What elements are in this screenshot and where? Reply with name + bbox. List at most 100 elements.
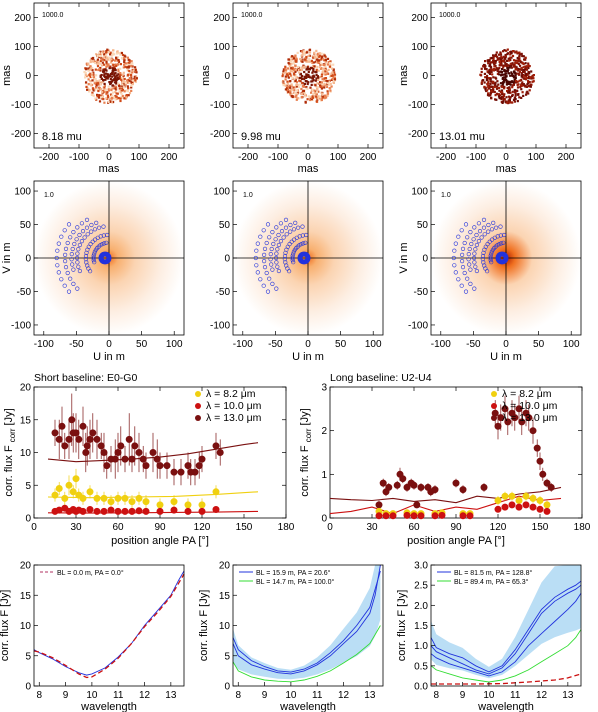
disc-pixel — [133, 70, 137, 73]
data-point — [170, 498, 178, 506]
y-tick-label: -100 — [11, 100, 31, 111]
x-tick-label: 13 — [562, 690, 574, 701]
y-tick-label: -200 — [408, 129, 428, 140]
x-tick-label: 0 — [305, 152, 311, 163]
disc-pixel — [315, 49, 318, 52]
disc-pixel — [121, 53, 125, 57]
data-point — [417, 512, 425, 520]
uv-point — [59, 234, 64, 239]
uv-point — [474, 268, 480, 274]
disc-pixel — [119, 97, 122, 100]
disc-pixel — [525, 76, 528, 80]
disc-pixel — [123, 77, 126, 81]
data-point — [403, 511, 411, 519]
uv-point — [463, 289, 469, 294]
disc-pixel — [121, 96, 125, 99]
disc-pixel — [509, 91, 512, 94]
x-tick-label: -100 — [466, 152, 486, 163]
disc-pixel — [284, 78, 287, 81]
disc-pixel — [91, 87, 95, 90]
data-point — [131, 442, 139, 450]
data-point — [55, 435, 63, 443]
disc-pixel — [311, 77, 314, 80]
y-tick-label: 100 — [14, 187, 31, 198]
disc-pixel — [119, 53, 122, 56]
disc-pixel — [96, 93, 99, 96]
uv-point — [288, 229, 293, 234]
disc-pixel — [494, 53, 498, 56]
disc-pixel — [315, 68, 318, 71]
disc-pixel — [504, 78, 507, 81]
uv-point — [69, 257, 74, 262]
disc-pixel — [496, 72, 499, 75]
data-point — [508, 492, 516, 500]
uv-point — [488, 255, 493, 261]
y-tick-label: 10 — [219, 621, 231, 632]
disc-pixel — [106, 94, 109, 97]
legend-label: λ = 10.0 μm — [502, 400, 558, 412]
disc-pixel — [311, 80, 314, 83]
y-axis-label: corr. flux F corr [Jy] — [299, 408, 313, 496]
disc-pixel — [505, 96, 508, 99]
disc-pixel — [288, 63, 291, 66]
x-tick-label: -100 — [431, 339, 451, 350]
disc-pixel — [133, 77, 136, 80]
uv-point — [84, 225, 90, 230]
disc-pixel — [301, 74, 304, 78]
disc-pixel — [298, 79, 301, 82]
y-axis-label: mas — [398, 65, 410, 86]
uv-point — [101, 224, 106, 229]
disc-pixel — [505, 72, 508, 75]
disc-pixel — [508, 91, 511, 94]
disc-pixel — [511, 80, 514, 83]
uv-point — [62, 283, 67, 288]
disc-pixel — [305, 80, 309, 83]
disc-pixel — [329, 64, 332, 67]
data-point — [79, 422, 87, 430]
disc-pixel — [304, 51, 307, 54]
disc-pixel — [99, 66, 102, 70]
image-panel-3: -200 -100 0 100 200 -200 -100 0 100 200 1000.0 13.0… — [398, 2, 582, 175]
disc-pixel — [306, 51, 309, 54]
disc-pixel — [129, 64, 132, 67]
disc-pixel — [319, 58, 322, 61]
disc-pixel — [318, 55, 321, 58]
disc-pixel — [495, 68, 498, 71]
disc-pixel — [519, 64, 522, 67]
data-point — [184, 462, 192, 470]
uv-point — [90, 239, 95, 244]
disc-pixel — [332, 79, 335, 82]
disc-pixel — [296, 51, 299, 54]
disc-pixel — [105, 88, 108, 91]
uv-point — [94, 220, 99, 225]
disc-pixel — [107, 63, 110, 66]
uv-point — [468, 230, 473, 235]
image-panel-2: -200 -100 0 100 200 -200 -100 0 100 200 1000.0 9.98… — [200, 2, 384, 175]
disc-pixel — [321, 55, 324, 58]
disc-pixel — [89, 67, 93, 70]
disc-pixel — [134, 69, 137, 72]
disc-pixel — [499, 90, 502, 93]
disc-pixel — [134, 80, 137, 83]
disc-pixel — [94, 77, 97, 81]
disc-pixel — [488, 94, 491, 97]
disc-pixel — [518, 70, 521, 73]
disc-pixel — [508, 88, 511, 91]
data-point — [494, 422, 502, 430]
disc-pixel — [299, 57, 302, 61]
disc-pixel — [528, 89, 531, 92]
uv-point — [452, 248, 457, 253]
disc-pixel — [88, 73, 91, 76]
uv-point — [77, 232, 82, 238]
disc-pixel — [502, 96, 505, 99]
disc-pixel — [126, 89, 130, 93]
data-point — [525, 414, 533, 422]
uv-point — [77, 242, 82, 248]
uv-point — [303, 240, 308, 245]
disc-pixel — [307, 55, 310, 58]
uv-point — [456, 277, 461, 282]
uv-point — [62, 259, 68, 264]
x-axis-label: U in m — [490, 351, 522, 363]
disc-pixel — [290, 74, 293, 77]
data-point — [107, 506, 115, 514]
